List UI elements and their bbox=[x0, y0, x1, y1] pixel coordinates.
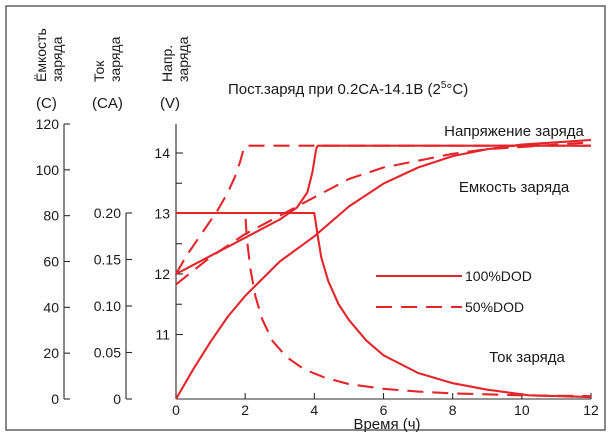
x-tick-label: 2 bbox=[241, 402, 249, 418]
capacity-tick-label: 100 bbox=[36, 162, 60, 178]
current-axis-title-line1: Ток bbox=[91, 60, 107, 82]
current-curve-label: Ток заряда bbox=[489, 349, 565, 366]
legend: 100%DOD 50%DOD bbox=[376, 268, 532, 315]
capacity-axis-unit: (C) bbox=[36, 95, 57, 112]
voltage-50dod-curve bbox=[175, 144, 591, 275]
voltage-tick-label: 11 bbox=[155, 327, 170, 343]
axes-layer: 02040608010012000.050.100.150.2011121314… bbox=[36, 116, 599, 418]
current-tick-label: 0 bbox=[113, 391, 121, 407]
legend-label-50dod: 50%DOD bbox=[465, 299, 524, 315]
voltage-tick-label: 13 bbox=[154, 206, 170, 222]
current-tick-label: 0.05 bbox=[94, 345, 121, 361]
current-axis-title-line2: заряда bbox=[107, 36, 123, 82]
x-tick-label: 8 bbox=[449, 402, 457, 418]
voltage-tick-label: 12 bbox=[154, 266, 170, 282]
chart-title-superscript: 5 bbox=[441, 80, 447, 91]
x-tick-label: 6 bbox=[380, 402, 388, 418]
voltage-axis-title-line1: Напр. bbox=[159, 45, 175, 82]
chart-title-main: Пост.заряд при 0.2CA-14.1В (2 bbox=[228, 81, 441, 98]
voltage-tick-label: 14 bbox=[154, 145, 170, 161]
chart-frame bbox=[5, 5, 606, 431]
x-tick-label: 10 bbox=[514, 402, 530, 418]
capacity-100dod-curve bbox=[175, 138, 592, 400]
capacity-tick-label: 20 bbox=[43, 345, 59, 361]
x-tick-label: 12 bbox=[583, 402, 599, 418]
current-100dod-curve bbox=[176, 211, 592, 399]
current-tick-label: 0.15 bbox=[94, 252, 121, 268]
chart-title-end: °C) bbox=[446, 81, 468, 98]
voltage-axis-unit: (V) bbox=[160, 95, 180, 112]
chart-title: Пост.заряд при 0.2CA-14.1В (25°C) bbox=[228, 80, 468, 98]
capacity-tick-label: 40 bbox=[43, 299, 59, 315]
capacity-tick-label: 120 bbox=[36, 116, 60, 132]
capacity-tick-label: 80 bbox=[43, 208, 59, 224]
capacity-tick-label: 60 bbox=[43, 254, 59, 270]
current-50dod-curve bbox=[176, 211, 592, 398]
capacity-axis-title-line1: Ёмкость bbox=[33, 28, 49, 82]
capacity-curve-label: Емкость заряда bbox=[459, 179, 570, 196]
legend-label-100dod: 100%DOD bbox=[465, 268, 532, 284]
voltage-curve-label: Напряжение заряда bbox=[444, 123, 584, 140]
x-tick-label: 4 bbox=[310, 402, 318, 418]
x-tick-label: 0 bbox=[172, 402, 180, 418]
capacity-axis-title-line2: заряда bbox=[49, 36, 65, 82]
capacity-tick-label: 0 bbox=[51, 391, 59, 407]
current-axis-unit: (CA) bbox=[92, 95, 123, 112]
current-tick-label: 0.10 bbox=[94, 298, 121, 314]
voltage-axis-title-line2: заряда bbox=[175, 36, 191, 82]
curves-layer bbox=[175, 138, 592, 400]
x-axis-title: Время (ч) bbox=[353, 416, 420, 433]
capacity-50dod-curve bbox=[175, 141, 592, 286]
current-tick-label: 0.20 bbox=[94, 205, 121, 221]
